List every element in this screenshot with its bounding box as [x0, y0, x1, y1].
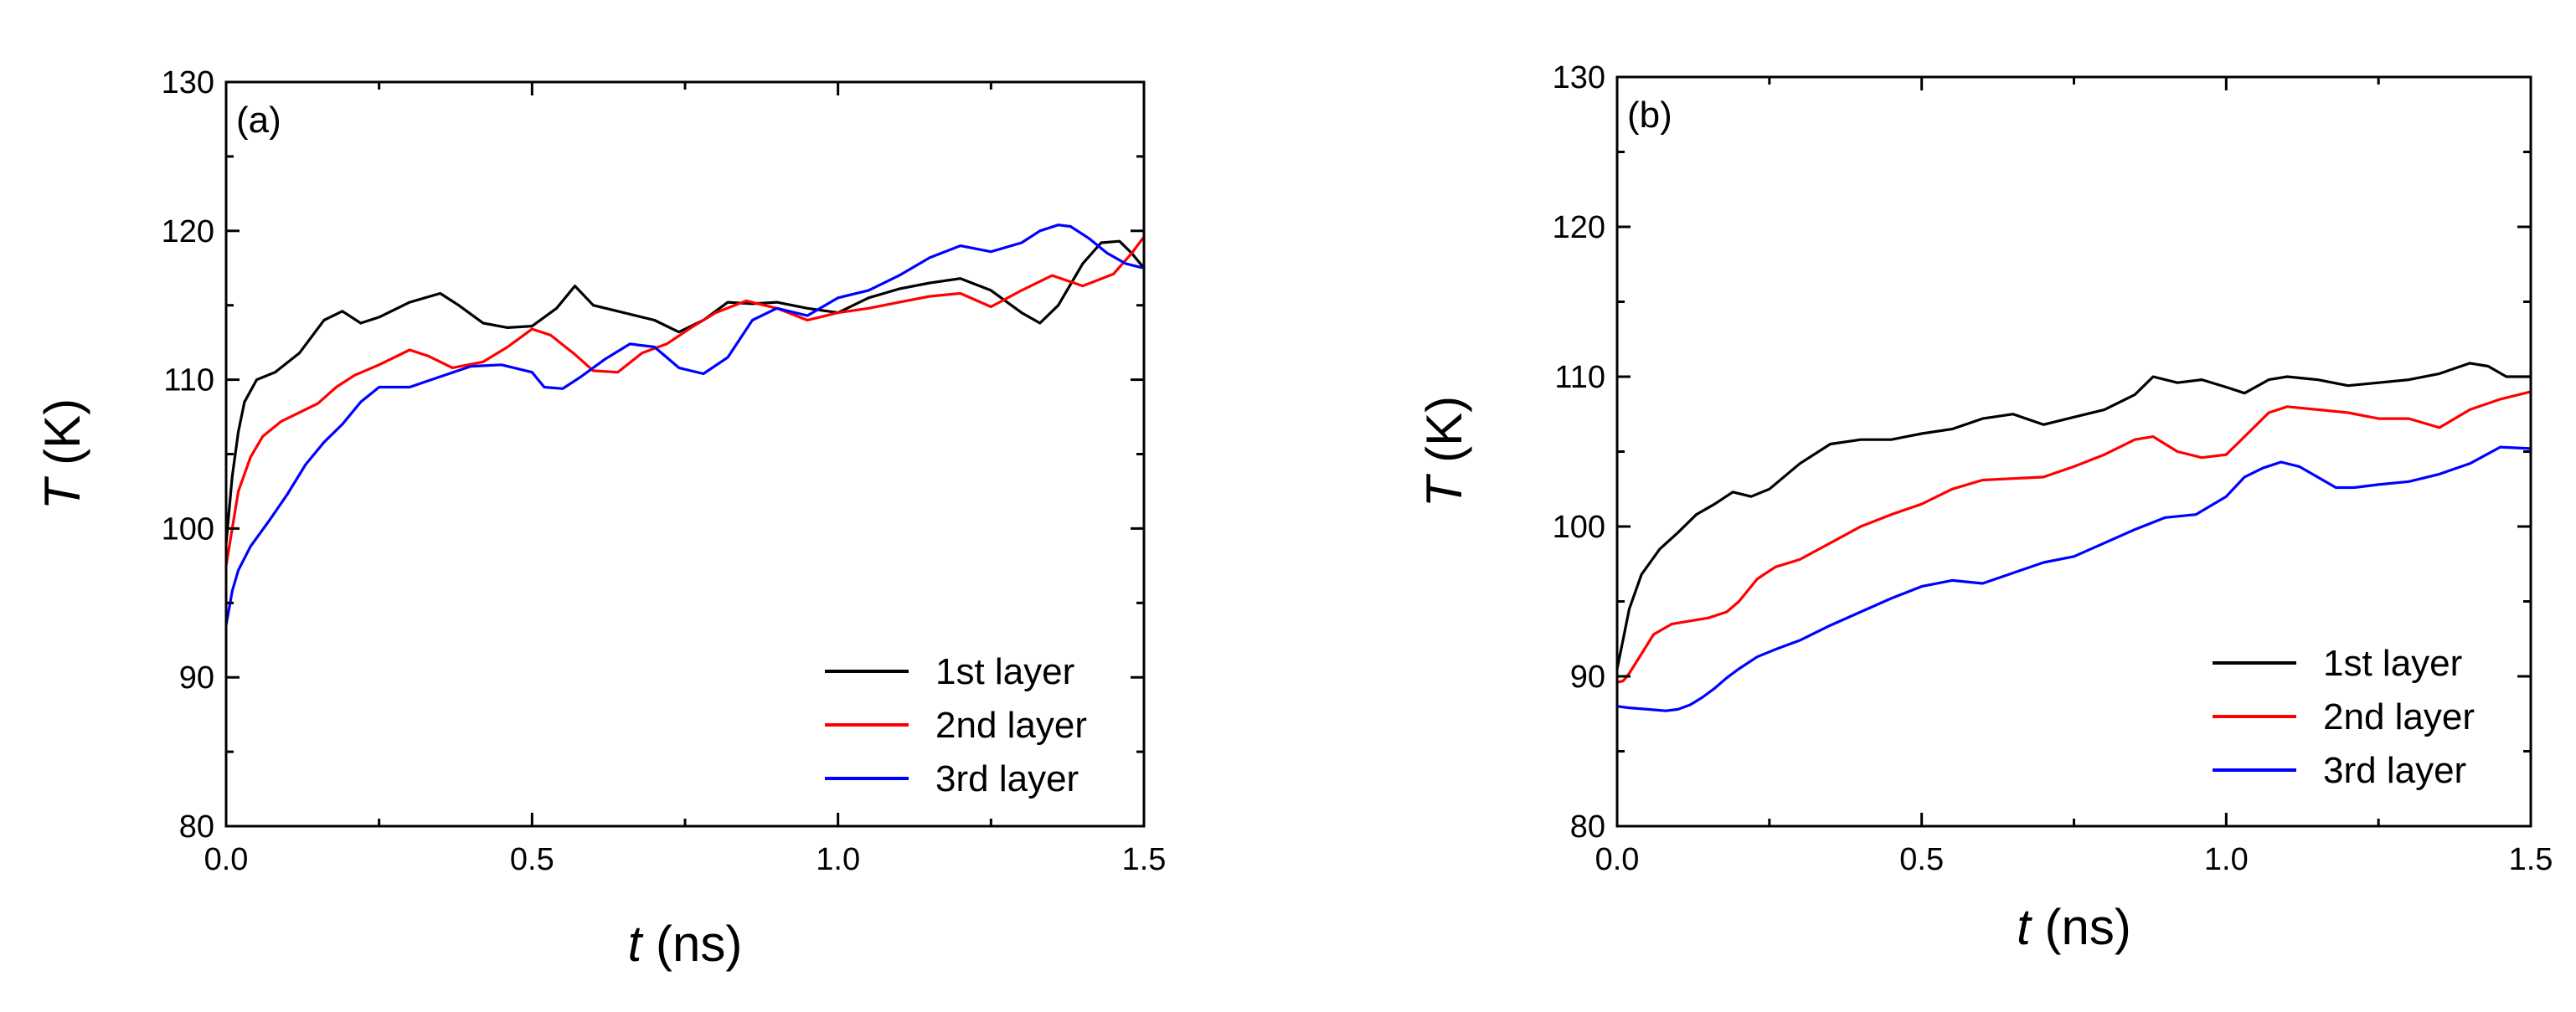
panel-b-y-tick-label: 90 [1570, 660, 1605, 695]
panel-a-x-tick-label: 0.5 [510, 842, 554, 877]
panel-b-y-tick-label: 110 [1554, 360, 1605, 395]
panel-a-x-axis-unit: (ns) [641, 916, 742, 972]
panel-a-x-axis-var: t [628, 916, 644, 972]
panel-b-x-axis-title: t (ns) [2017, 899, 2131, 955]
panel-a-legend-label-1: 1st layer [935, 651, 1074, 692]
panel-b-legend-label-1: 1st layer [2323, 643, 2462, 684]
panel-b-series-line-3 [1615, 445, 2532, 712]
panel-b-series-line-1 [1615, 362, 2532, 670]
panel-b-legend-label-3: 3rd layer [2323, 750, 2466, 791]
panel-a: 0.0 0.5 1.0 1.5 80 90 100 110 120 130 (a) t (ns) T (… [34, 65, 1166, 972]
panel-a-series-line-2 [224, 235, 1146, 568]
panel-b-x-tick-label: 1.0 [2204, 842, 2249, 877]
panel-a-y-axis-title: T (K) [34, 398, 90, 510]
panel-b-x-tick-label: 1.5 [2509, 842, 2553, 877]
panel-a-y-tick-label: 120 [162, 214, 214, 249]
panel-b-y-axis-unit: (K) [1416, 396, 1472, 477]
panel-b-y-tick-label: 120 [1553, 210, 1605, 245]
panel-a-label: (a) [236, 100, 281, 141]
panel-a-y-tick-label: 110 [163, 363, 214, 398]
panel-b-y-axis-title: T (K) [1416, 396, 1472, 507]
panel-b: 0.0 0.5 1.0 1.5 80 90 100 110 120 130 (b) t (ns) T (… [1416, 60, 2553, 955]
panel-b-series-line-2 [1615, 390, 2532, 684]
panel-b-x-tick-label: 0.0 [1595, 842, 1640, 877]
panel-a-y-tick-label: 90 [179, 660, 214, 696]
panel-a-legend-label-2: 2nd layer [935, 705, 1087, 746]
panel-a-y-axis-unit: (K) [34, 398, 90, 480]
panel-b-y-axis-var: T [1416, 473, 1472, 507]
panel-b-legend: 1st layer 2nd layer 3rd layer [2213, 643, 2475, 791]
panel-a-x-axis-title: t (ns) [628, 916, 743, 972]
panel-b-y-tick-label: 80 [1570, 809, 1605, 845]
panel-a-x-tick-label: 1.5 [1122, 842, 1167, 877]
panel-b-legend-label-2: 2nd layer [2323, 696, 2475, 737]
panel-b-y-tick-label: 100 [1553, 510, 1605, 545]
panel-a-legend-label-3: 3rd layer [935, 758, 1079, 799]
panel-b-x-tick-label: 0.5 [1899, 842, 1944, 877]
panel-a-y-tick-label: 130 [162, 65, 214, 100]
panel-a-legend: 1st layer 2nd layer 3rd layer [825, 651, 1087, 799]
panel-a-series-line-3 [224, 223, 1146, 627]
panel-b-x-axis-unit: (ns) [2031, 899, 2131, 955]
panel-a-y-axis-var: T [34, 475, 90, 510]
panel-b-label: (b) [1627, 95, 1672, 136]
panel-a-series-line-1 [224, 239, 1146, 545]
panel-a-x-tick-label: 1.0 [816, 842, 860, 877]
panel-a-y-tick-label: 80 [179, 809, 214, 845]
panel-b-x-axis-var: t [2017, 899, 2032, 955]
panel-a-y-tick-label: 100 [162, 511, 214, 547]
panel-b-y-tick-label: 130 [1553, 60, 1605, 95]
panel-a-x-tick-label: 0.0 [204, 842, 249, 877]
